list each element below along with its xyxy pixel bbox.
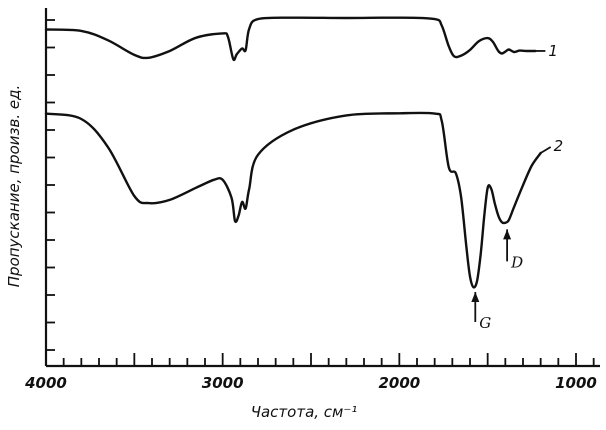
- peak-annotations: GD: [471, 229, 523, 332]
- plot-axes: [44, 8, 600, 368]
- y-axis-ticks: [46, 19, 55, 351]
- annotation-label-G: G: [479, 314, 491, 332]
- y-axis-title: Пропускание, произв. ед.: [5, 85, 23, 287]
- x-axis-ticks: [45, 353, 595, 366]
- x-tick-label-3000: 3000: [202, 374, 244, 392]
- spectrum-curves: [44, 16, 542, 289]
- series-leader-2: [540, 146, 552, 154]
- x-tick-label-4000: 4000: [24, 374, 67, 392]
- series-curve-1: [44, 16, 537, 62]
- series-labels: 12: [535, 42, 563, 155]
- annotation-label-D: D: [510, 253, 523, 271]
- series-curve-2: [44, 111, 542, 289]
- annotation-arrowhead-G: [471, 292, 480, 303]
- series-label-2: 2: [554, 137, 564, 155]
- annotation-arrowhead-D: [503, 229, 512, 240]
- series-label-1: 1: [548, 42, 558, 60]
- x-tick-labels: 4000 3000 2000 1000: [24, 374, 597, 392]
- x-tick-label-2000: 2000: [378, 374, 420, 392]
- x-axis-title: Частота, см⁻¹: [251, 403, 358, 421]
- x-tick-label-1000: 1000: [555, 374, 597, 392]
